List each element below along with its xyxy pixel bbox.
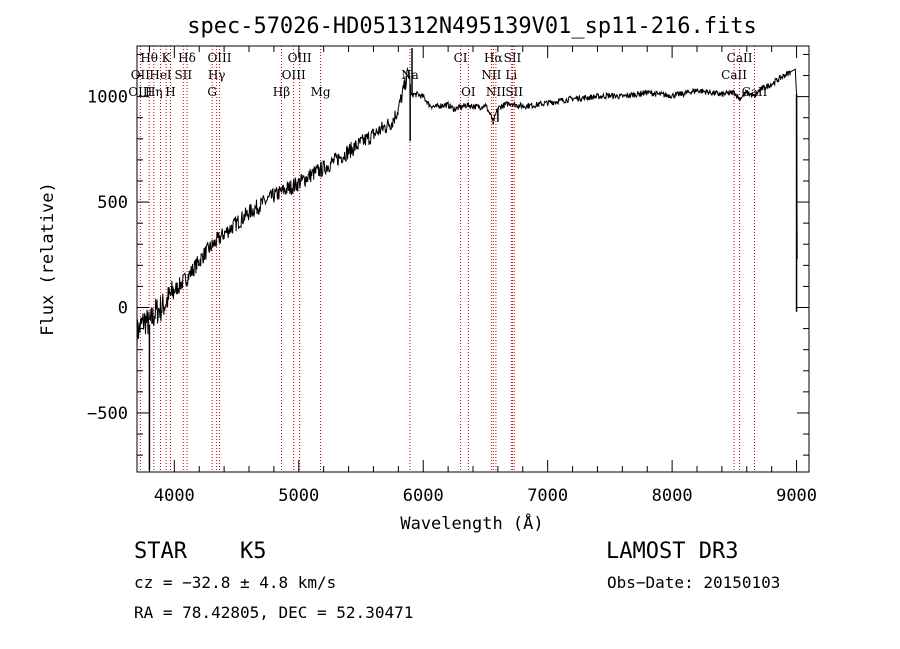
line-label: HeI — [149, 68, 172, 82]
line-label: OI — [461, 85, 476, 99]
chart-title: spec-57026-HD051312N495139V01_sp11-216.f… — [187, 14, 757, 39]
line-label: Mg — [311, 85, 331, 99]
spectrum-series — [136, 48, 798, 470]
x-axis-ticks: 4000 5000 6000 7000 8000 9000 — [148, 46, 817, 506]
line-label: Hγ — [208, 68, 226, 82]
x-tick-label: 5000 — [278, 486, 319, 506]
line-label: SII — [504, 51, 522, 65]
survey-name: LAMOST DR3 — [606, 539, 739, 564]
object-type: STAR — [134, 539, 187, 564]
line-label: K — [162, 51, 172, 65]
x-tick-label: 4000 — [154, 486, 195, 506]
line-label: Hα — [484, 51, 503, 65]
ra-dec: RA = 78.42805, DEC = 52.30471 — [134, 603, 414, 622]
y-axis-label: Flux (relative) — [38, 182, 58, 336]
line-label: OIII — [282, 68, 306, 82]
line-label: NII — [481, 68, 501, 82]
line-label: SII — [174, 68, 192, 82]
plot-frame — [136, 45, 810, 473]
line-label: Hδ — [178, 51, 196, 65]
line-label: G — [207, 85, 217, 99]
line-markers — [139, 46, 755, 472]
line-label: Hθ — [140, 51, 158, 65]
line-label: Hβ — [273, 85, 290, 99]
x-tick-label: 8000 — [652, 486, 693, 506]
line-label: Li — [505, 68, 517, 82]
line-label: OIII — [128, 85, 152, 99]
y-axis-ticks: −500 0 500 1000 — [87, 53, 809, 456]
line-label: CI — [454, 51, 468, 65]
x-axis-label: Wavelength (Å) — [400, 512, 543, 534]
x-tick-label: 9000 — [776, 486, 817, 506]
line-label: H — [165, 85, 175, 99]
y-tick-label: 1000 — [87, 88, 128, 108]
y-tick-label: 500 — [97, 193, 128, 213]
y-tick-label: 0 — [118, 299, 128, 319]
x-tick-label: 6000 — [403, 486, 444, 506]
spectrum-line — [136, 66, 798, 348]
subclass: K5 — [240, 539, 267, 564]
line-label: SII — [505, 85, 523, 99]
line-label: OII — [131, 68, 151, 82]
y-tick-label: −500 — [87, 404, 128, 424]
line-label: CaII — [727, 51, 753, 65]
line-label: NII — [486, 85, 506, 99]
line-label: OIII — [207, 51, 231, 65]
redshift-cz: cz = −32.8 ± 4.8 km/s — [134, 573, 337, 592]
line-label: Hη — [145, 85, 163, 99]
x-tick-label: 7000 — [527, 486, 568, 506]
line-label: CaII — [721, 68, 747, 82]
line-label: OIII — [288, 51, 312, 65]
obs-date: Obs−Date: 20150103 — [607, 573, 781, 592]
